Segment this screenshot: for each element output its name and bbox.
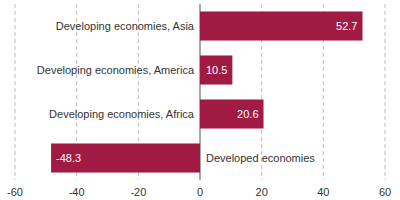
grid-line	[385, 4, 386, 180]
data-label: -48.3	[56, 152, 81, 164]
tick-label: -40	[69, 186, 85, 198]
tick-label: 60	[379, 186, 391, 198]
tick-label: -60	[7, 186, 23, 198]
data-label: 52.7	[336, 20, 357, 32]
grid	[15, 4, 385, 180]
grid-line	[15, 4, 16, 180]
category-label: Developing economies, Africa	[49, 108, 195, 120]
data-label: 20.6	[237, 108, 258, 120]
bar	[200, 11, 362, 40]
bar	[51, 143, 200, 172]
tick-label: -20	[130, 186, 146, 198]
category-label: Developed economies	[206, 152, 315, 164]
category-label: Developing economies, Asia	[56, 20, 195, 32]
bars	[51, 11, 362, 172]
tick-label: 20	[256, 186, 268, 198]
bar	[200, 55, 232, 84]
bar	[200, 99, 264, 128]
chart-container: -60 -40 -20 0 20 40 60 52.7 Developing economies…	[0, 0, 400, 200]
tick-label: 0	[197, 186, 203, 198]
chart-svg: -60 -40 -20 0 20 40 60 52.7 Developing economies…	[0, 0, 400, 200]
category-label: Developing economies, America	[37, 64, 195, 76]
data-label: 10.5	[206, 64, 227, 76]
labels: 52.7 Developing economies, Asia 10.5 Develo…	[37, 20, 358, 164]
tick-label: 40	[317, 186, 329, 198]
